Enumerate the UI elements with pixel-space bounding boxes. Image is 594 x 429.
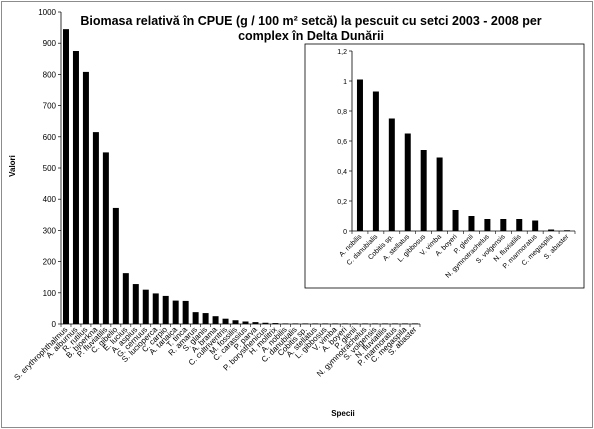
main-bar xyxy=(162,295,169,324)
main-bar xyxy=(392,323,399,324)
main-y-tick-label: 1000 xyxy=(38,8,56,17)
main-y-tick-label: 700 xyxy=(43,102,57,111)
inset-bar xyxy=(564,230,571,231)
inset-bar xyxy=(516,219,523,231)
main-bar xyxy=(142,289,149,324)
inset-bar xyxy=(436,157,443,231)
inset-bar xyxy=(372,91,379,231)
main-bar xyxy=(102,152,109,324)
inset-bar xyxy=(468,216,475,231)
inset-bar xyxy=(404,133,411,231)
main-y-tick-label: 900 xyxy=(43,39,57,48)
chart-title-line-1: Biomasa relativă în CPUE (g / 100 m² set… xyxy=(80,14,541,28)
main-y-tick-label: 600 xyxy=(43,133,57,142)
main-bar xyxy=(72,51,79,324)
inset-y-tick-label: 0,8 xyxy=(337,109,347,116)
y-axis-label: Valori xyxy=(8,155,17,177)
inset-y-tick-label: 1,2 xyxy=(337,49,347,56)
inset-bar xyxy=(388,118,395,231)
main-bar xyxy=(172,300,179,324)
main-bar xyxy=(382,323,389,324)
inset-y-tick-label: 0,2 xyxy=(337,199,347,206)
main-bar xyxy=(402,323,409,324)
inset-bar xyxy=(500,219,507,231)
main-bar xyxy=(362,323,369,324)
main-y-tick-label: 100 xyxy=(43,289,57,298)
main-bar xyxy=(122,273,129,324)
main-bar xyxy=(152,293,159,324)
inset-bar xyxy=(484,219,491,231)
main-bar xyxy=(372,323,379,324)
main-bar xyxy=(312,323,319,324)
main-bar xyxy=(282,323,289,324)
inset-bar xyxy=(420,150,427,231)
inset-y-tick-label: 0,4 xyxy=(337,169,347,176)
main-bar xyxy=(212,316,219,324)
main-bar xyxy=(222,318,229,324)
main-y-tick-label: 500 xyxy=(43,164,57,173)
inset-y-tick-label: 0,6 xyxy=(337,139,347,146)
inset-bar xyxy=(452,210,459,231)
main-y-tick-label: 800 xyxy=(43,70,57,79)
main-y-tick-label: 400 xyxy=(43,195,57,204)
inset-chart-frame xyxy=(304,43,585,289)
main-bar xyxy=(202,313,209,324)
main-bar xyxy=(342,323,349,324)
inset-bar xyxy=(548,229,555,231)
main-bar xyxy=(242,321,249,324)
main-bar xyxy=(112,207,119,324)
main-bar xyxy=(82,71,89,325)
main-bar xyxy=(92,132,99,324)
main-y-tick-label: 0 xyxy=(52,320,57,329)
chart-title-line-2: complex în Delta Dunării xyxy=(238,29,384,43)
main-bar xyxy=(252,322,259,324)
x-axis-label: Specii xyxy=(331,409,355,418)
main-bar xyxy=(262,322,269,324)
main-bar xyxy=(232,320,239,324)
main-bar xyxy=(332,323,339,324)
inset-y-tick-label: 1 xyxy=(343,79,347,86)
main-bar xyxy=(182,300,189,324)
main-bar xyxy=(412,323,419,324)
main-bar xyxy=(62,29,69,324)
main-bar xyxy=(132,284,139,324)
main-bar xyxy=(352,323,359,324)
main-y-tick-label: 200 xyxy=(43,258,57,267)
main-y-tick-label: 300 xyxy=(43,226,57,235)
main-bar xyxy=(322,323,329,324)
inset-bar xyxy=(532,220,539,231)
main-bar xyxy=(192,312,199,324)
inset-bar xyxy=(356,79,363,231)
main-bar xyxy=(292,323,299,324)
inset-y-tick-label: 0 xyxy=(343,229,347,236)
main-bar xyxy=(302,323,309,324)
main-bar xyxy=(272,323,279,324)
